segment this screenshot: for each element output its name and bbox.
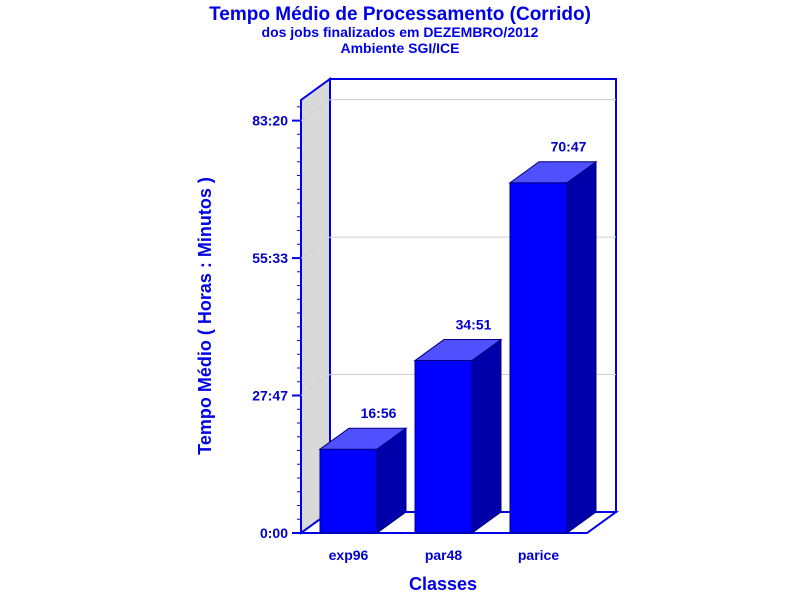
y-tick-label: 83:20 xyxy=(252,113,288,129)
bar-side xyxy=(566,160,597,534)
bars: 16:56 34:51 70:47 xyxy=(318,139,598,534)
chart-title: Tempo Médio de Processamento (Corrido) xyxy=(209,4,591,25)
bar-front xyxy=(414,360,473,534)
bar-front xyxy=(319,448,378,534)
bar-top xyxy=(318,427,408,450)
x-axis: exp96 par48 parice xyxy=(329,547,560,563)
chart-subtitle-2: Ambiente SGI/ICE xyxy=(340,40,459,56)
gridline-side xyxy=(300,374,331,396)
bar-value-label: 70:47 xyxy=(551,139,587,155)
x-tick-label: parice xyxy=(518,547,559,563)
bar-value-label: 34:51 xyxy=(456,317,492,333)
x-tick-label: par48 xyxy=(425,547,463,563)
y-axis-label: Tempo Médio ( Horas : Minutos ) xyxy=(195,177,215,455)
bar-top xyxy=(413,339,503,362)
y-tick-label: 27:47 xyxy=(252,388,288,404)
bar-value-label: 16:56 xyxy=(361,405,397,421)
bar-top xyxy=(508,161,598,184)
x-axis-label: Classes xyxy=(409,574,477,594)
y-tick-label: 55:33 xyxy=(252,250,288,266)
y-tick-label: 0:00 xyxy=(260,525,288,541)
chart-subtitle-1: dos jobs finalizados em DEZEMBRO/2012 xyxy=(262,24,539,40)
gridline-side xyxy=(300,236,331,259)
x-tick-label: exp96 xyxy=(329,547,369,563)
bar-front xyxy=(509,182,568,534)
bar-side xyxy=(471,338,502,534)
gridline-side xyxy=(300,99,331,122)
y-axis: 0:00 27:47 55:33 83:20 xyxy=(252,106,301,541)
